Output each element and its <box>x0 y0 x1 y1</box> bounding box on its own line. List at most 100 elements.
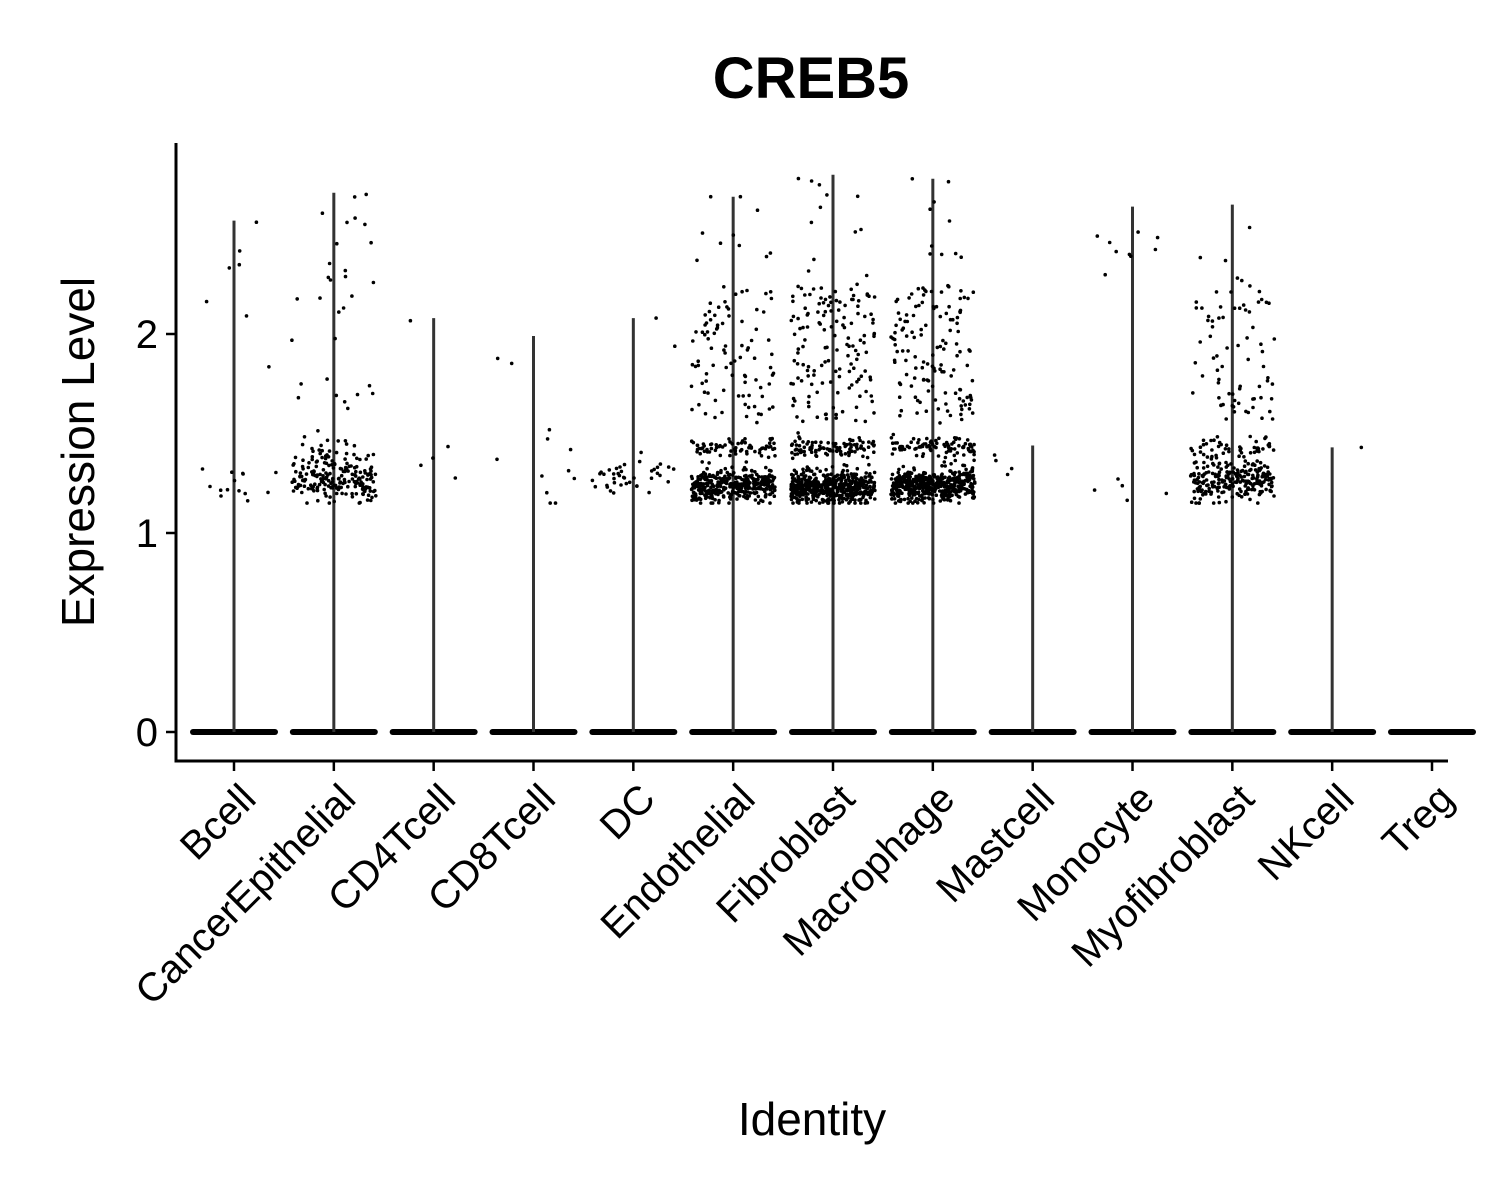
expression-point <box>806 400 811 405</box>
expression-point <box>911 313 916 318</box>
expression-point <box>1204 478 1209 482</box>
expression-point <box>658 473 662 478</box>
expression-point <box>835 473 840 478</box>
expression-point <box>914 366 918 370</box>
expression-point <box>318 296 322 300</box>
expression-point <box>968 393 973 398</box>
expression-point <box>864 498 868 503</box>
expression-point <box>931 304 936 309</box>
expression-point <box>957 488 961 493</box>
expression-point <box>809 450 814 455</box>
expression-point <box>1201 466 1206 470</box>
expression-point <box>593 484 598 489</box>
expression-point <box>793 452 797 457</box>
expression-point <box>819 363 824 368</box>
expression-point <box>744 460 749 464</box>
expression-point <box>719 480 724 485</box>
expression-point <box>293 479 297 484</box>
expression-point <box>1198 445 1203 450</box>
expression-point <box>838 449 843 454</box>
expression-point <box>818 469 822 474</box>
expression-point <box>869 480 873 484</box>
expression-point <box>955 353 959 358</box>
expression-point <box>864 273 869 278</box>
expression-point <box>755 307 759 312</box>
expression-point <box>328 278 333 282</box>
expression-point <box>951 483 956 488</box>
expression-point <box>966 296 970 301</box>
expression-point <box>709 492 714 497</box>
expression-point <box>737 243 742 248</box>
expression-point <box>938 499 943 503</box>
expression-point <box>723 443 727 447</box>
expression-point <box>315 486 320 491</box>
expression-point <box>729 449 733 453</box>
expression-point <box>942 460 947 464</box>
expression-point <box>943 391 948 395</box>
expression-point <box>1255 481 1259 486</box>
expression-point <box>225 487 230 492</box>
expression-point <box>1256 300 1261 304</box>
expression-point <box>805 368 810 373</box>
expression-point <box>835 488 840 492</box>
expression-point <box>772 494 777 499</box>
expression-point <box>817 501 822 505</box>
expression-point <box>866 445 871 450</box>
expression-point <box>836 477 841 481</box>
expression-point <box>1198 497 1203 501</box>
expression-point <box>864 350 869 355</box>
expression-point <box>702 449 707 454</box>
expression-point <box>1227 391 1231 396</box>
expression-point <box>1264 487 1268 492</box>
expression-point <box>924 409 929 414</box>
expression-point <box>1261 364 1266 369</box>
expression-point <box>764 291 768 296</box>
expression-point <box>818 205 823 210</box>
expression-point <box>959 289 963 293</box>
expression-point <box>1200 488 1204 492</box>
expression-point <box>863 369 867 373</box>
expression-point <box>924 323 928 328</box>
expression-point <box>936 407 941 411</box>
expression-point <box>305 501 309 505</box>
expression-point <box>958 349 962 354</box>
expression-point <box>868 495 873 500</box>
expression-point <box>840 500 845 504</box>
expression-point <box>698 451 702 456</box>
expression-point <box>1238 448 1242 453</box>
expression-point <box>847 369 852 374</box>
expression-point <box>834 416 838 420</box>
expression-point <box>804 491 808 496</box>
expression-point <box>833 333 837 338</box>
expression-point <box>891 487 895 492</box>
expression-point <box>1227 449 1231 454</box>
expression-point <box>1217 500 1222 505</box>
expression-point <box>929 244 934 248</box>
expression-point <box>1270 484 1274 488</box>
expression-point <box>1237 454 1241 459</box>
expression-point <box>904 372 909 377</box>
expression-point <box>671 467 676 471</box>
x-axis-title: Identity <box>738 1093 886 1145</box>
expression-point <box>1153 247 1158 252</box>
expression-point <box>913 477 918 481</box>
expression-point <box>897 395 902 400</box>
expression-point <box>809 500 814 504</box>
expression-point <box>833 481 838 486</box>
x-tick-label: Treg <box>1374 776 1462 864</box>
expression-point <box>755 208 760 212</box>
expression-point <box>1229 290 1233 294</box>
expression-point <box>369 465 374 470</box>
expression-point <box>791 299 795 304</box>
expression-point <box>326 275 331 280</box>
expression-point <box>764 486 768 491</box>
expression-point <box>846 336 851 340</box>
expression-point <box>1212 438 1216 443</box>
expression-point <box>857 377 861 382</box>
expression-point <box>824 483 829 488</box>
expression-point <box>806 440 811 444</box>
expression-point <box>1267 301 1271 306</box>
expression-point <box>622 462 627 467</box>
expression-point <box>1205 455 1210 459</box>
expression-point <box>354 481 358 486</box>
